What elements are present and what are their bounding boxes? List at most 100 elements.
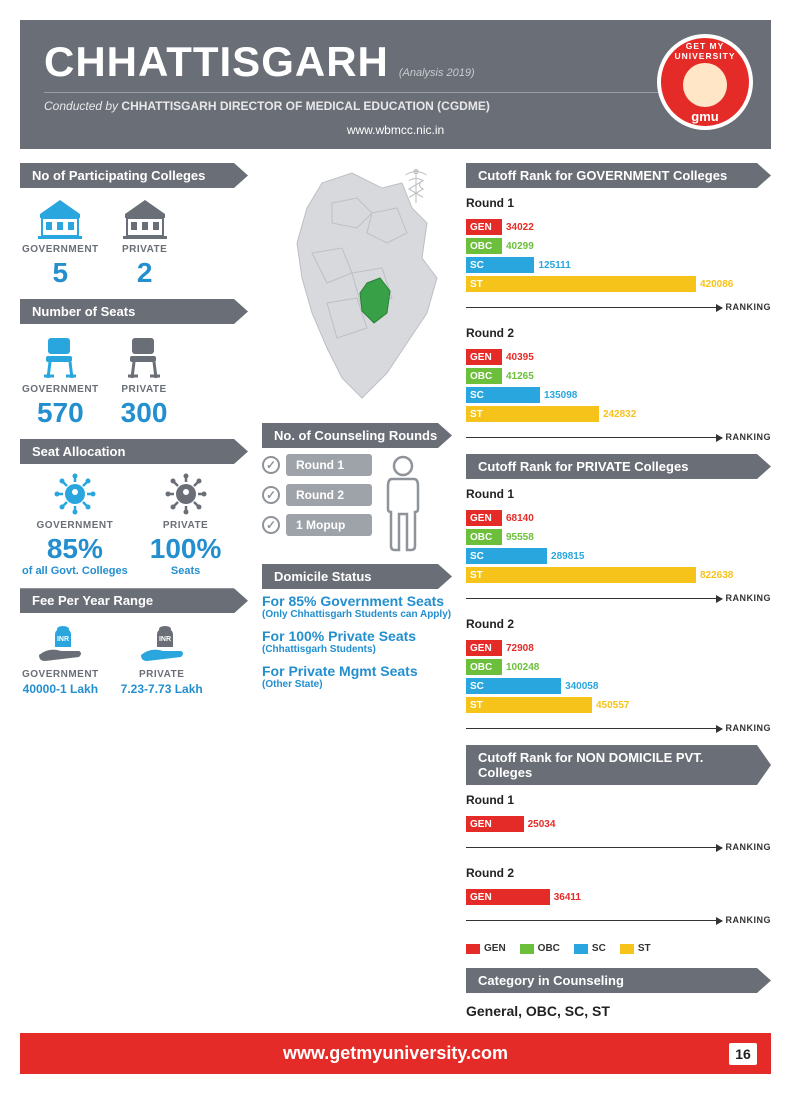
bar-row-sc: SC135098	[466, 387, 771, 403]
bar-fill	[496, 697, 592, 713]
participating-title: No of Participating Colleges	[20, 163, 248, 188]
building-icon	[121, 196, 169, 240]
bar-value: 100248	[502, 662, 539, 673]
gov-fee-label: GOVERNMENT	[22, 669, 99, 680]
virus-icon	[164, 472, 208, 516]
bar-fill	[496, 406, 599, 422]
page: CHHATTISGARH (Analysis 2019) Conducted b…	[0, 0, 791, 1094]
logo-arc-text: GET MY UNIVERSITY	[661, 41, 749, 61]
bar-row-gen: GEN34022	[466, 219, 771, 235]
axis: RANKING	[466, 915, 771, 925]
bar-fill	[496, 889, 550, 905]
bar-row-obc: OBC 95558	[466, 529, 771, 545]
conducted-prefix: Conducted by	[44, 99, 118, 113]
nondom-r2-bars: GEN36411	[466, 889, 771, 905]
axis: RANKING	[466, 842, 771, 852]
axis-label: RANKING	[726, 842, 772, 852]
axis-label: RANKING	[726, 593, 772, 603]
gov-colleges-value: 5	[22, 257, 99, 289]
svg-text:INR: INR	[159, 636, 171, 643]
round-item: ✓ Round 2	[262, 484, 372, 506]
round-mopup: 1 Mopup	[286, 514, 372, 536]
bar-cat-label: OBC	[466, 368, 496, 384]
bar-fill	[496, 567, 696, 583]
money-hand-icon: INR	[137, 621, 187, 665]
pvt-r1-label: Round 1	[466, 487, 771, 501]
logo-face-icon	[683, 63, 727, 107]
legend-gen-label: GEN	[484, 943, 506, 954]
gov-allocation-value: 85%	[22, 533, 128, 565]
dom-pvt-sub: (Chhattisgarh Students)	[262, 644, 452, 655]
bar-row-obc: OBC 40299	[466, 238, 771, 254]
money-hand-icon: INR	[35, 621, 85, 665]
legend-st-label: ST	[638, 943, 651, 954]
axis: RANKING	[466, 593, 771, 603]
bar-cat-label: GEN	[466, 510, 496, 526]
bar-row-sc: SC125111	[466, 257, 771, 273]
bar-value: 40299	[502, 241, 534, 252]
check-icon: ✓	[262, 486, 280, 504]
fee-block: Fee Per Year Range INR GOVERNMENT 40000-…	[20, 588, 248, 696]
bar-cat-label: GEN	[466, 889, 496, 905]
bar-cat-label: OBC	[466, 238, 496, 254]
legend: GEN OBC SC ST	[466, 943, 771, 954]
category-title: Category in Counseling	[466, 968, 771, 993]
map-icon	[262, 163, 452, 413]
bar-cat-label: SC	[466, 548, 496, 564]
virus-icon	[53, 472, 97, 516]
counseling-block: No. of Counseling Rounds ✓ Round 1 ✓ Rou…	[262, 423, 452, 554]
pvt-allocation-sub: Seats	[150, 565, 222, 578]
right-column: Cutoff Rank for GOVERNMENT Colleges Roun…	[466, 163, 771, 1019]
pvt-allocation-label: PRIVATE	[150, 520, 222, 531]
bar-value: 135098	[540, 390, 577, 401]
bar-row-gen: GEN 40395	[466, 349, 771, 365]
bar-cat-label: ST	[466, 406, 496, 422]
bar-fill	[496, 276, 696, 292]
pvt-chart-title: Cutoff Rank for PRIVATE Colleges	[466, 454, 771, 479]
bar-cat-label: SC	[466, 678, 496, 694]
gov-r1-bars: GEN34022OBC40299SC125111ST420086	[466, 219, 771, 292]
india-map	[262, 163, 452, 413]
chair-icon	[38, 332, 82, 380]
bar-value: 95558	[502, 532, 534, 543]
bar-fill	[496, 678, 561, 694]
check-icon: ✓	[262, 456, 280, 474]
gov-allocation: GOVERNMENT 85% of all Govt. Colleges	[22, 472, 128, 578]
bar-value: 340058	[561, 681, 598, 692]
dom-gov-sub: (Only Chhattisgarh Students can Apply)	[262, 609, 452, 620]
dom-mgmt-title: For Private Mgmt Seats	[262, 663, 452, 679]
bar-row-st: ST450557	[466, 697, 771, 713]
bar-row-obc: OBC 100248	[466, 659, 771, 675]
bar-cat-label: GEN	[466, 640, 496, 656]
bar-row-gen: GEN36411	[466, 889, 771, 905]
bar-cat-label: OBC	[466, 659, 496, 675]
gov-seats-value: 570	[22, 397, 99, 429]
gov-allocation-label: GOVERNMENT	[22, 520, 128, 531]
bar-cat-label: ST	[466, 697, 496, 713]
allocation-title: Seat Allocation	[20, 439, 248, 464]
bar-fill	[496, 548, 547, 564]
swatch-st	[620, 944, 634, 954]
dom-mgmt-sub: (Other State)	[262, 679, 452, 690]
bar-cat-label: OBC	[466, 529, 496, 545]
building-icon	[36, 196, 84, 240]
round-item: ✓ Round 1	[262, 454, 372, 476]
bar-cat-label: GEN	[466, 219, 496, 235]
svg-text:INR: INR	[57, 636, 69, 643]
page-title: CHHATTISGARH	[44, 38, 389, 86]
participating-block: No of Participating Colleges GOVERNMENT …	[20, 163, 248, 289]
pvt-colleges-value: 2	[121, 257, 169, 289]
swatch-sc	[574, 944, 588, 954]
pvt-fee-label: PRIVATE	[121, 669, 203, 680]
round-1: Round 1	[286, 454, 372, 476]
seats-block: Number of Seats GOVERNMENT 570 PRIVATE 3…	[20, 299, 248, 429]
bar-value: 68140	[502, 513, 534, 524]
swatch-obc	[520, 944, 534, 954]
domicile-title: Domicile Status	[262, 564, 452, 589]
caduceus-icon	[406, 169, 427, 203]
counseling-title: No. of Counseling Rounds	[262, 423, 452, 448]
bar-cat-label: GEN	[466, 349, 496, 365]
bar-value: 40395	[502, 352, 534, 363]
legend-obc-label: OBC	[538, 943, 560, 954]
pvt-r2-bars: GEN72908OBC100248SC340058ST450557	[466, 640, 771, 713]
